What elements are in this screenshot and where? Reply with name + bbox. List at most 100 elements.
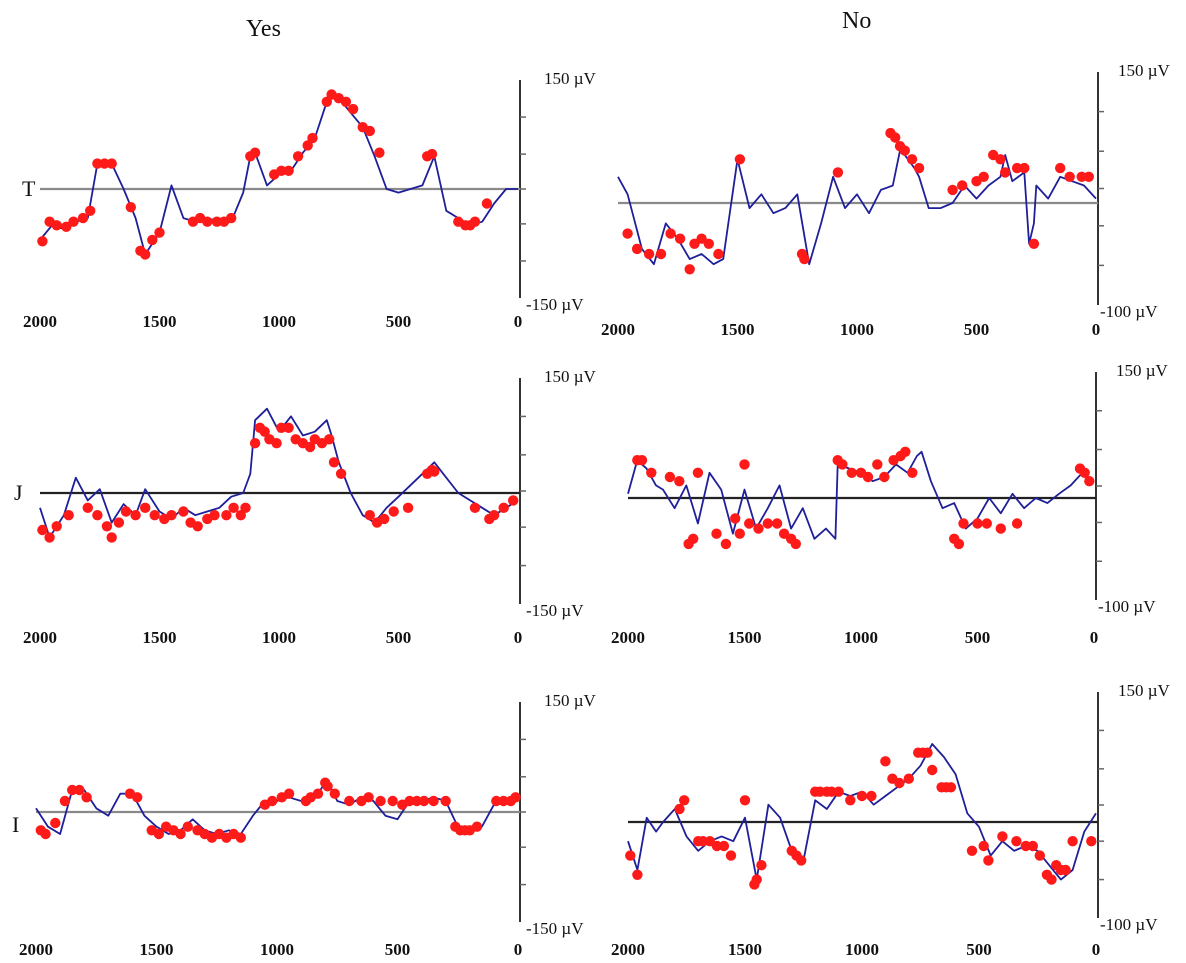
data-marker: [154, 227, 165, 238]
data-marker: [718, 840, 730, 852]
data-marker: [1011, 836, 1022, 847]
x-tick-label: 1000: [260, 940, 294, 959]
x-tick-label: 2000: [601, 320, 635, 339]
data-marker: [428, 795, 439, 807]
data-marker: [625, 850, 636, 861]
data-marker: [632, 869, 643, 880]
data-marker: [846, 467, 857, 478]
data-marker: [796, 855, 807, 866]
x-tick-label: 0: [1090, 628, 1099, 647]
data-marker: [674, 476, 685, 487]
data-marker: [636, 455, 648, 466]
data-marker: [120, 506, 132, 517]
data-marker: [837, 459, 848, 470]
data-marker: [130, 510, 141, 521]
x-tick-label: 1000: [262, 628, 296, 647]
column-title-yes: Yes: [246, 16, 281, 42]
data-marker: [404, 795, 415, 807]
data-marker: [50, 817, 61, 829]
data-marker: [498, 502, 509, 513]
eeg-trace: [627, 743, 1097, 881]
data-marker: [966, 845, 978, 856]
data-marker: [711, 528, 722, 539]
y-bottom-label: -150 µV: [526, 601, 584, 620]
data-marker: [140, 249, 151, 260]
eeg-trace: [35, 781, 519, 835]
data-marker: [340, 96, 352, 108]
data-marker: [37, 236, 48, 247]
data-marker: [328, 457, 340, 468]
data-marker: [646, 467, 657, 478]
data-marker: [387, 795, 398, 807]
x-tick-label: 500: [385, 940, 411, 959]
x-tick-label: 2000: [611, 628, 645, 647]
data-marker: [1060, 864, 1071, 876]
data-marker: [471, 821, 483, 832]
data-marker: [734, 154, 746, 165]
data-marker: [276, 165, 287, 176]
data-marker: [1046, 874, 1057, 885]
data-marker: [903, 773, 914, 784]
data-marker: [978, 171, 989, 182]
data-marker: [283, 788, 295, 799]
data-marker: [981, 518, 992, 529]
data-marker: [1084, 476, 1095, 487]
data-marker: [149, 510, 160, 521]
y-top-label: 150 µV: [544, 69, 597, 88]
x-tick-label: 1500: [143, 628, 177, 647]
data-marker: [739, 459, 750, 470]
y-top-label: 150 µV: [544, 691, 597, 710]
data-marker: [862, 471, 874, 483]
data-marker: [411, 795, 422, 807]
x-tick-label: 2000: [23, 628, 57, 647]
data-marker: [153, 828, 165, 840]
data-marker: [1055, 162, 1066, 174]
data-marker: [147, 234, 158, 246]
data-marker: [1028, 238, 1040, 249]
x-tick-label: 500: [386, 628, 412, 647]
data-marker: [978, 840, 989, 852]
data-marker: [790, 538, 801, 550]
data-marker: [1079, 467, 1090, 478]
data-marker: [235, 832, 246, 843]
data-marker: [74, 784, 85, 796]
data-marker: [674, 803, 685, 815]
y-top-label: 150 µV: [1118, 681, 1171, 700]
data-marker: [375, 795, 386, 807]
data-marker: [845, 795, 856, 806]
x-tick-label: 0: [514, 940, 523, 959]
data-marker: [61, 221, 72, 232]
y-bottom-label: -100 µV: [1098, 597, 1156, 616]
data-marker: [68, 216, 79, 227]
y-top-label: 150 µV: [544, 367, 597, 386]
data-marker: [947, 184, 958, 196]
data-marker: [113, 517, 125, 528]
x-tick-label: 1500: [721, 320, 755, 339]
data-marker: [997, 831, 1008, 842]
data-marker: [679, 795, 690, 806]
data-marker: [125, 202, 136, 213]
data-marker: [40, 828, 51, 840]
x-tick-label: 0: [1092, 940, 1101, 959]
row-label: I: [12, 812, 19, 837]
y-bottom-label: -150 µV: [526, 295, 584, 314]
data-marker: [899, 145, 910, 156]
data-marker: [674, 233, 686, 244]
data-marker: [140, 502, 151, 513]
y-top-label: 150 µV: [1118, 61, 1171, 80]
eeg-trace: [627, 450, 1095, 540]
data-marker: [312, 788, 324, 799]
data-marker: [77, 212, 89, 224]
data-marker: [106, 532, 117, 543]
data-marker: [259, 426, 270, 437]
row-label: T: [22, 176, 36, 201]
data-marker: [1086, 836, 1097, 847]
data-marker: [1083, 171, 1095, 182]
data-marker: [418, 795, 430, 807]
data-marker: [37, 524, 48, 536]
data-marker: [363, 792, 374, 803]
data-marker: [508, 495, 519, 506]
data-marker: [67, 784, 78, 796]
data-marker: [953, 538, 965, 550]
x-tick-label: 500: [964, 320, 990, 339]
